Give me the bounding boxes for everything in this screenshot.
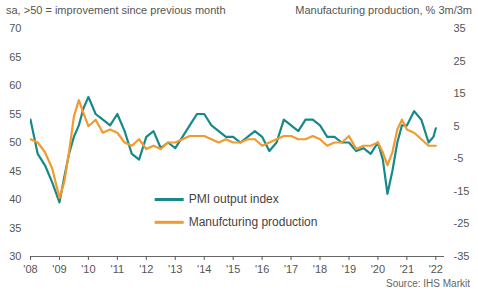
svg-text:'11: '11 [111, 263, 125, 275]
svg-text:'17: '17 [284, 263, 298, 275]
svg-text:30: 30 [9, 250, 21, 262]
svg-text:'13: '13 [168, 263, 182, 275]
svg-text:45: 45 [9, 165, 21, 177]
svg-text:25: 25 [454, 55, 466, 67]
svg-text:60: 60 [9, 79, 21, 91]
svg-text:'22: '22 [429, 263, 443, 275]
svg-text:5: 5 [454, 120, 460, 132]
svg-text:'19: '19 [342, 263, 356, 275]
svg-text:'14: '14 [197, 263, 211, 275]
svg-text:PMI output index: PMI output index [189, 192, 279, 206]
svg-text:'16: '16 [255, 263, 269, 275]
svg-text:'10: '10 [81, 263, 95, 275]
svg-text:-25: -25 [454, 217, 470, 229]
svg-text:'18: '18 [313, 263, 327, 275]
svg-text:'08: '08 [23, 263, 37, 275]
html-text:Source: IHS Markit: Source: IHS Markit [386, 278, 470, 289]
svg-text:35: 35 [9, 222, 21, 234]
svg-text:Manufcturing production: Manufcturing production [189, 215, 318, 229]
html-text:sa, >50 = improvement since pr: sa, >50 = improvement since previous mon… [6, 4, 226, 16]
svg-text:70: 70 [9, 22, 21, 34]
svg-text:'21: '21 [400, 263, 414, 275]
svg-text:35: 35 [454, 22, 466, 34]
svg-text:'12: '12 [139, 263, 153, 275]
svg-text:'09: '09 [52, 263, 66, 275]
svg-text:55: 55 [9, 108, 21, 120]
svg-text:-35: -35 [454, 250, 470, 262]
svg-text:-15: -15 [454, 185, 470, 197]
html-text:Manufacturing production, % 3m: Manufacturing production, % 3m/3m [295, 4, 472, 16]
svg-text:15: 15 [454, 87, 466, 99]
svg-text:50: 50 [9, 136, 21, 148]
svg-text:65: 65 [9, 51, 21, 63]
svg-text:'20: '20 [371, 263, 385, 275]
svg-text:'15: '15 [226, 263, 240, 275]
svg-text:-5: -5 [454, 152, 464, 164]
svg-text:40: 40 [9, 193, 21, 205]
